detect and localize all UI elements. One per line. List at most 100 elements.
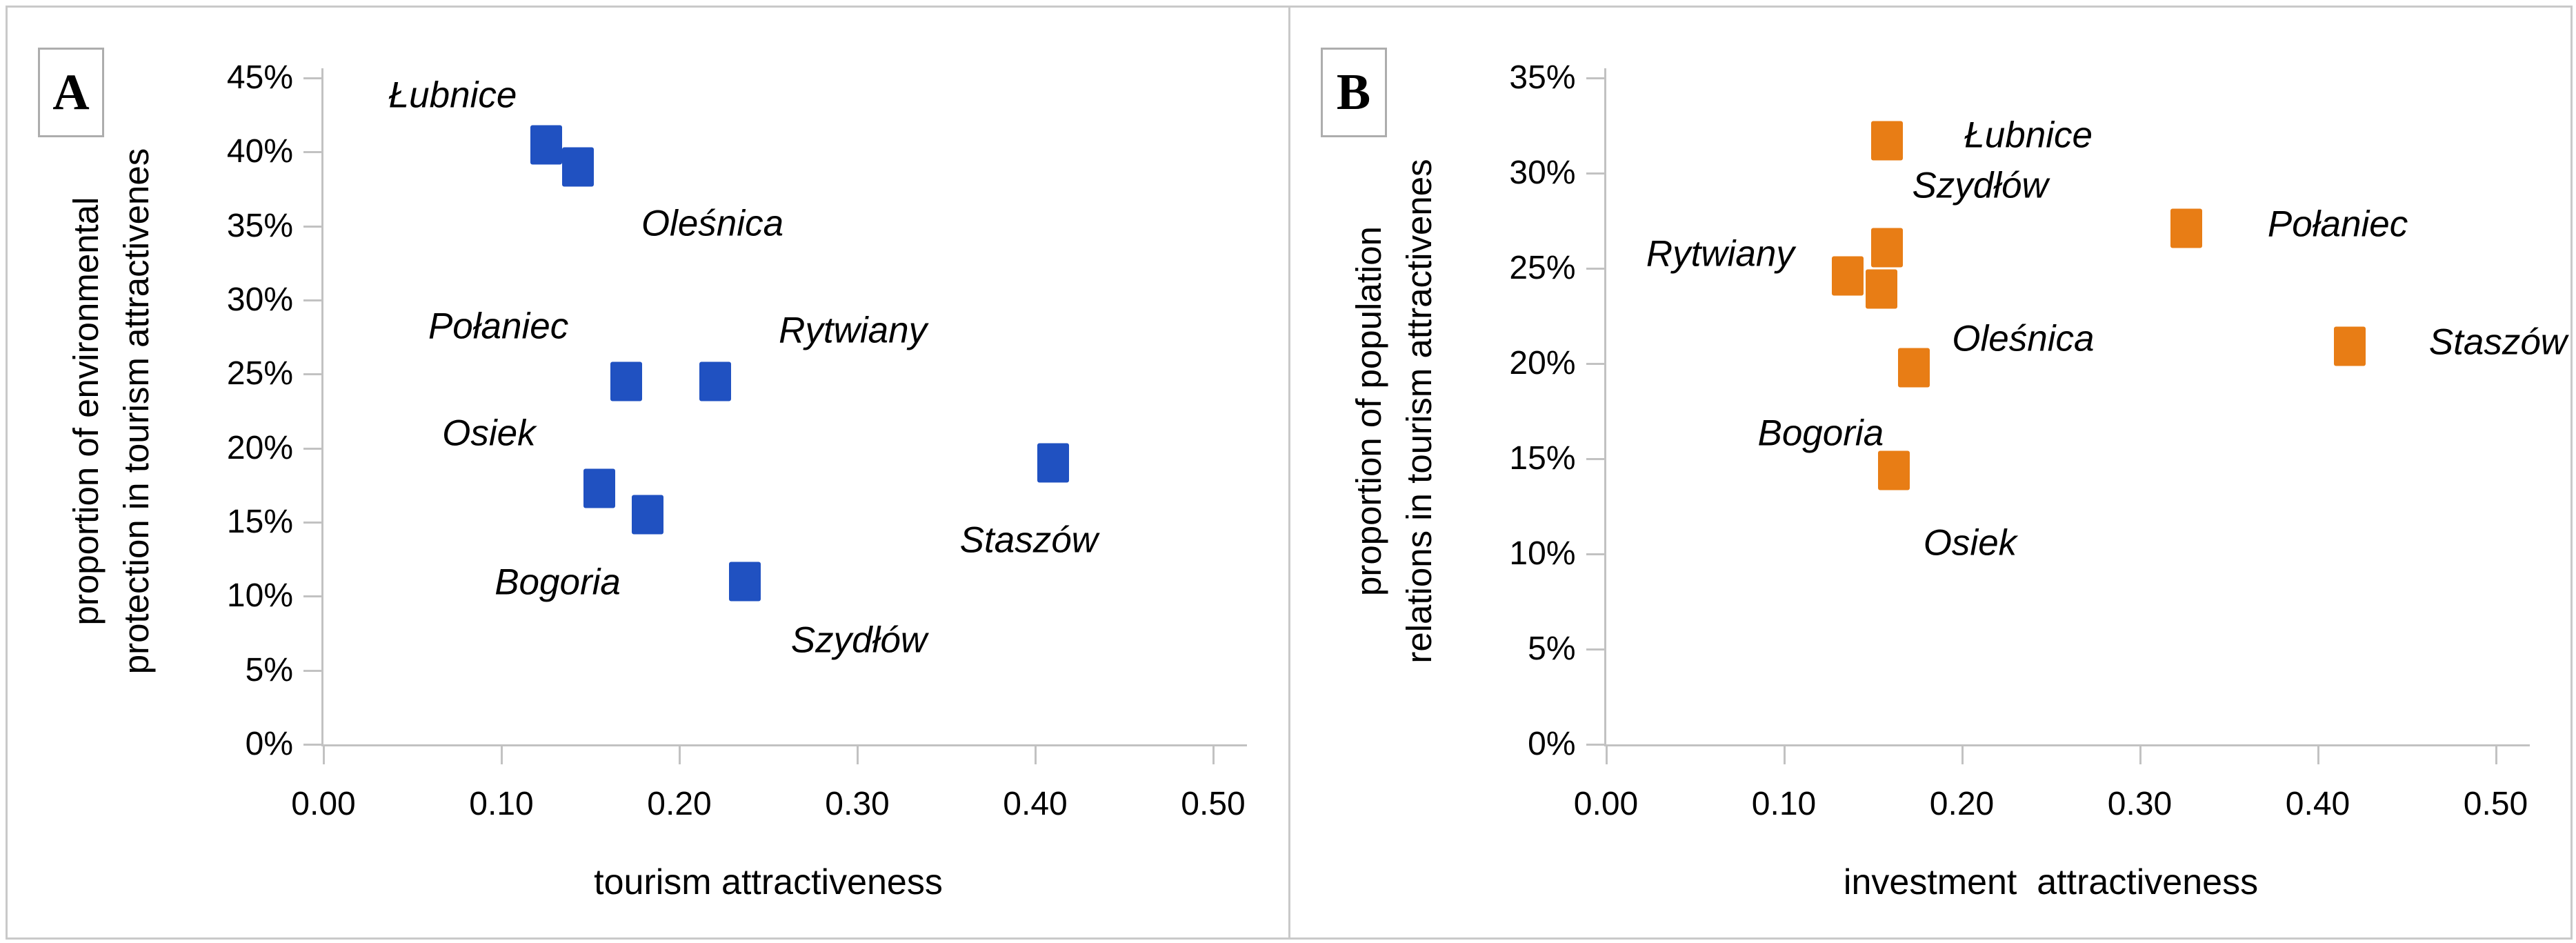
- data-point-label: Staszów: [959, 519, 1098, 561]
- data-point-marker: [1871, 228, 1904, 268]
- data-point-marker: [1866, 269, 1898, 309]
- x-axis-title-a: tourism attractiveness: [594, 862, 943, 902]
- y-tick-mark: [303, 669, 321, 672]
- y-tick-label: 15%: [1509, 440, 1576, 477]
- data-point-label: Bogoria: [1757, 413, 1884, 454]
- data-point-marker: [729, 562, 761, 602]
- data-point-marker: [610, 361, 642, 401]
- x-tick-label: 0.30: [2107, 786, 2173, 822]
- panel-b: B proportion of population relations in …: [1290, 8, 2571, 937]
- y-tick-label: 20%: [226, 429, 293, 466]
- data-point-label: Oleśnica: [641, 203, 784, 244]
- x-tick-label: 0.00: [1573, 786, 1639, 822]
- y-tick-label: 25%: [1509, 250, 1576, 286]
- data-point-label: Łubnice: [388, 75, 517, 116]
- y-tick-mark: [303, 744, 321, 746]
- panel-a-label-box: A: [38, 48, 104, 137]
- data-point-marker: [2333, 326, 2366, 366]
- data-point-marker: [583, 468, 615, 508]
- x-axis-line: [1604, 744, 2530, 746]
- x-tick-label: 0.50: [1181, 786, 1246, 822]
- data-point-label: Staszów: [2428, 321, 2568, 363]
- x-tick-label: 0.00: [291, 786, 356, 822]
- data-point-marker: [1037, 443, 1069, 483]
- y-tick-mark: [303, 522, 321, 524]
- data-point-label: Połaniec: [2267, 204, 2408, 245]
- y-tick-mark: [1586, 458, 1604, 460]
- y-tick-mark: [1586, 363, 1604, 365]
- x-tick-mark: [1212, 746, 1215, 764]
- y-axis-line: [321, 68, 323, 746]
- x-axis-line: [321, 744, 1247, 746]
- x-tick-mark: [2495, 746, 2497, 764]
- data-point-label: Połaniec: [428, 306, 569, 347]
- y-tick-mark: [303, 151, 321, 154]
- x-tick-mark: [323, 746, 325, 764]
- data-point-label: Szydłów: [790, 619, 928, 661]
- y-tick-mark: [303, 225, 321, 228]
- panel-b-label-box: B: [1320, 48, 1387, 137]
- y-tick-mark: [1586, 553, 1604, 555]
- data-point-marker: [631, 495, 663, 535]
- y-tick-label: 35%: [1509, 59, 1576, 96]
- y-tick-label: 5%: [245, 651, 293, 688]
- data-point-marker: [1871, 121, 1904, 161]
- data-point-label: Łubnice: [1964, 115, 2093, 156]
- data-point-marker: [699, 361, 731, 401]
- y-tick-mark: [1586, 648, 1604, 651]
- data-point-marker: [530, 125, 562, 165]
- y-tick-label: 30%: [1509, 155, 1576, 191]
- y-tick-mark: [1586, 744, 1604, 746]
- y-tick-label: 45%: [226, 59, 293, 96]
- x-tick-label: 0.10: [469, 786, 534, 822]
- x-tick-mark: [679, 746, 681, 764]
- x-tick-mark: [501, 746, 503, 764]
- data-point-label: Osiek: [442, 413, 536, 454]
- y-tick-mark: [303, 77, 321, 79]
- y-tick-label: 0%: [1528, 726, 1576, 762]
- y-tick-mark: [1586, 77, 1604, 79]
- y-tick-label: 5%: [1528, 631, 1576, 667]
- x-tick-mark: [1783, 746, 1786, 764]
- plot-area-a: 45% 40% 35% 30% 25% 20% 15% 10% 5% 0% 0.00 0.10 0.20…: [8, 8, 1288, 937]
- y-tick-mark: [1586, 268, 1604, 270]
- y-tick-label: 20%: [1509, 345, 1576, 381]
- x-tick-mark: [2139, 746, 2141, 764]
- y-tick-mark: [303, 595, 321, 598]
- data-point-marker: [1832, 256, 1864, 296]
- panel-a: A proportion of environmental protection…: [8, 8, 1290, 937]
- plot-area-b: 35% 30% 25% 20% 15% 10% 5% 0% 0.00 0.10 0.20 0.30 0.…: [1290, 8, 2571, 937]
- x-tick-label: 0.10: [1751, 786, 1817, 822]
- data-point-marker: [561, 147, 594, 187]
- x-tick-label: 0.50: [2463, 786, 2528, 822]
- y-tick-mark: [1586, 172, 1604, 175]
- y-tick-label: 0%: [245, 726, 293, 762]
- y-tick-mark: [303, 447, 321, 450]
- data-point-label: Rytwiany: [1646, 233, 1795, 275]
- panel-a-label: A: [52, 64, 90, 121]
- y-tick-label: 30%: [226, 281, 293, 318]
- x-tick-mark: [1961, 746, 1964, 764]
- x-tick-label: 0.40: [1003, 786, 1068, 822]
- x-tick-mark: [1605, 746, 1608, 764]
- y-tick-mark: [303, 299, 321, 301]
- x-tick-label: 0.40: [2285, 786, 2350, 822]
- y-tick-mark: [303, 373, 321, 376]
- data-point-marker: [2170, 208, 2202, 248]
- x-tick-mark: [857, 746, 859, 764]
- x-tick-mark: [1035, 746, 1037, 764]
- data-point-label: Rytwiany: [779, 310, 928, 351]
- figure-frame: A proportion of environmental protection…: [6, 6, 2573, 940]
- y-tick-label: 10%: [226, 577, 293, 615]
- y-tick-label: 25%: [226, 355, 293, 393]
- data-point-label: Oleśnica: [1952, 318, 2095, 359]
- data-point-marker: [1897, 348, 1930, 388]
- x-tick-label: 0.20: [1929, 786, 1995, 822]
- data-point-label: Osiek: [1923, 522, 2017, 564]
- y-tick-label: 10%: [1509, 535, 1576, 572]
- x-tick-mark: [2317, 746, 2319, 764]
- panel-b-label: B: [1336, 64, 1371, 121]
- data-point-label: Bogoria: [495, 562, 621, 603]
- x-axis-title-b: investment attractiveness: [1843, 862, 2259, 902]
- data-point-label: Szydłów: [1912, 165, 2048, 206]
